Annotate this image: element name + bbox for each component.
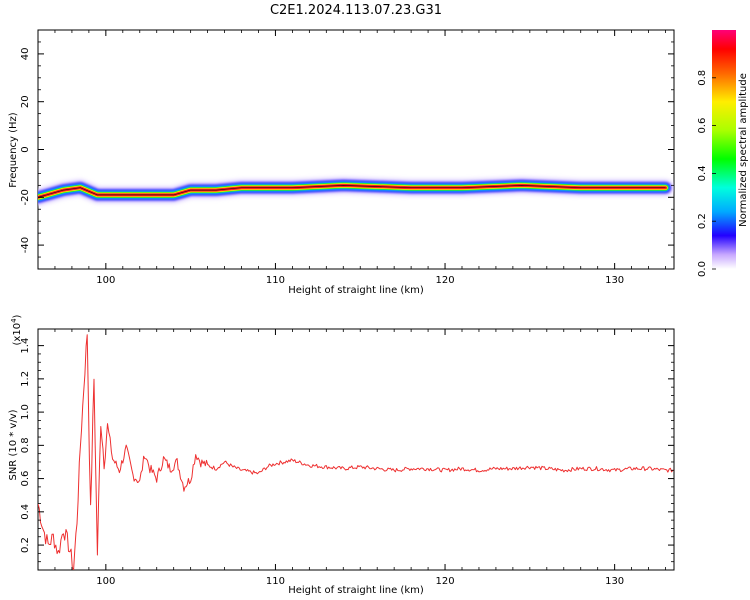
snr-ytick-label: 1.4 — [20, 338, 31, 354]
colorbar-tick-label: 0.6 — [697, 118, 708, 134]
snr-ytick-label: 1.0 — [20, 404, 31, 420]
colorbar-ticks: 0.0 0.2 0.4 0.6 0.8 — [697, 70, 716, 277]
spectrogram-plot — [38, 177, 674, 206]
snr-multiplier: (x104) — [10, 314, 23, 345]
spectrogram-xtick-label: 100 — [96, 275, 115, 286]
colorbar-tick-label: 0.8 — [697, 70, 708, 86]
snr-multiplier-base: (x10 — [12, 323, 23, 346]
colorbar-label: Normalized spectral amplitude — [738, 73, 749, 227]
snr-xlabel: Height of straight line (km) — [288, 585, 424, 596]
spectrogram-ytick-label: 40 — [20, 48, 31, 61]
colorbar-tick-label: 0.2 — [697, 213, 708, 229]
spectrogram-axes: 100 110 120 130 -40 -20 0 20 40 — [20, 29, 674, 286]
colorbar: 0.0 0.2 0.4 0.6 0.8 Normalized spectral ampl… — [697, 30, 749, 277]
snr-xtick-label: 130 — [605, 576, 624, 587]
snr-ytick-label: 0.4 — [20, 504, 31, 520]
spectrogram-frame — [37, 29, 675, 270]
spectrogram-xtick-label: 110 — [266, 275, 285, 286]
figure-title: C2E1.2024.113.07.23.G31 — [270, 3, 442, 18]
snr-xtick-label: 110 — [266, 576, 285, 587]
snr-multiplier-exp: 4 — [10, 318, 18, 323]
snr-series-line — [38, 334, 674, 570]
spectrogram-xtick-label: 130 — [605, 275, 624, 286]
ridge-trace — [38, 185, 666, 198]
snr-ylabel: SNR (10 * v/v) — [8, 409, 19, 480]
snr-ytick-label: 0.6 — [20, 471, 31, 487]
spectrogram-xlabel: Height of straight line (km) — [288, 285, 424, 296]
colorbar-tick-label: 0.4 — [697, 165, 708, 181]
spectrogram-ytick-label: -20 — [20, 189, 31, 205]
snr-ytick-label: 1.2 — [20, 371, 31, 387]
snr-xtick-label: 120 — [435, 576, 454, 587]
spectrogram-ytick-label: 20 — [20, 95, 31, 108]
colorbar-tick-label: 0.0 — [697, 261, 708, 277]
snr-plot — [38, 334, 674, 570]
snr-frame — [37, 328, 675, 571]
snr-multiplier-close: ) — [12, 314, 23, 318]
snr-xtick-label: 100 — [96, 576, 115, 587]
spectrogram-ytick-label: 0 — [20, 146, 31, 152]
spectrogram-panel: 100 110 120 130 -40 -20 0 20 40 Height of straig… — [8, 29, 675, 296]
spectrogram-ylabel: Frequency (Hz) — [8, 112, 19, 188]
colorbar-gradient — [712, 30, 736, 269]
snr-axes: 100 110 120 130 0.2 0.4 0.6 0.8 1.0 1.2 1.4 — [20, 329, 674, 587]
snr-ytick-label: 0.2 — [20, 537, 31, 553]
svg-text:(x104): (x104) — [10, 314, 23, 345]
snr-panel: 100 110 120 130 0.2 0.4 0.6 0.8 1.0 1.2 1.4 Height… — [8, 314, 675, 596]
snr-ytick-label: 0.8 — [20, 437, 31, 453]
spectrogram-xtick-label: 120 — [435, 275, 454, 286]
spectrogram-ytick-label: -40 — [20, 237, 31, 253]
